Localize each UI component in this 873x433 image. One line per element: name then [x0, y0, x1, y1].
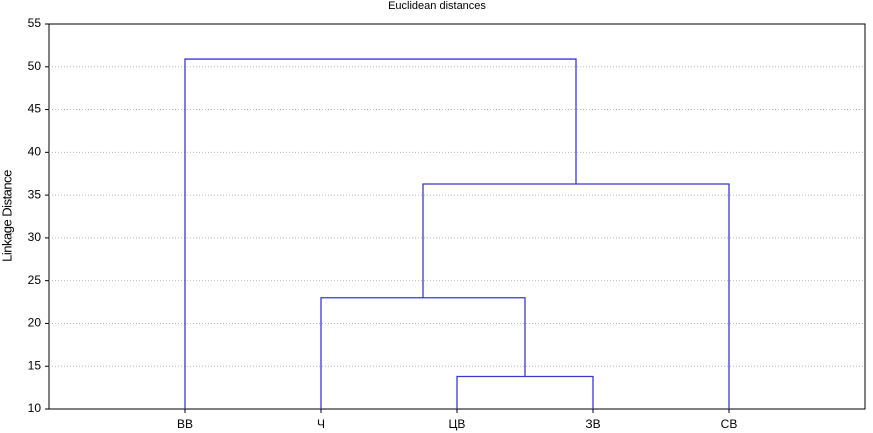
y-tick-label: 20 [28, 316, 42, 330]
y-tick-label: 55 [28, 16, 42, 30]
link [422, 183, 730, 409]
link [456, 375, 594, 409]
link [320, 297, 526, 409]
y-tick-label: 15 [28, 358, 42, 372]
x-tick-label: ЗВ [585, 417, 600, 431]
plot-area [48, 23, 866, 410]
x-tick-label: СВ [721, 417, 738, 431]
y-tick-label: 25 [28, 273, 42, 287]
y-tick-label: 45 [28, 102, 42, 116]
y-tick-label: 30 [28, 230, 42, 244]
x-tick-label: BB [177, 417, 193, 431]
y-axis-label: Linkage Distance [0, 170, 14, 262]
y-tick-label: 50 [28, 59, 42, 73]
x-tick-label: ЦВ [449, 417, 466, 431]
link [184, 58, 577, 409]
chart-title: Euclidean distances [388, 0, 486, 12]
y-tick-label: 35 [28, 187, 42, 201]
x-tick-label: Ч [317, 417, 325, 431]
y-tick-label: 10 [28, 401, 42, 415]
y-tick-label: 40 [28, 145, 42, 159]
